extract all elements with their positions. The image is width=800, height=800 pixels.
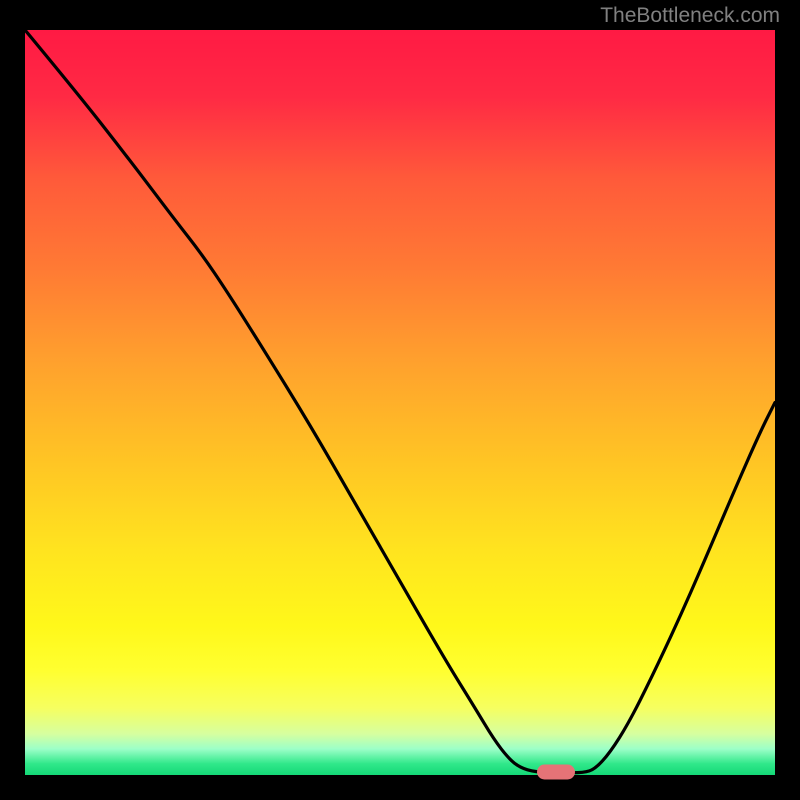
optimal-marker bbox=[537, 765, 575, 780]
watermark-text: TheBottleneck.com bbox=[600, 4, 780, 28]
chart-curve bbox=[25, 30, 775, 775]
chart-plot-area bbox=[25, 30, 775, 775]
